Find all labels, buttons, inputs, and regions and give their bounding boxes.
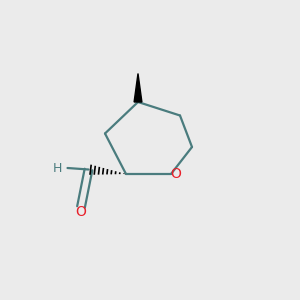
Text: O: O [76, 206, 86, 219]
Text: O: O [170, 167, 181, 181]
Polygon shape [134, 74, 142, 102]
Text: H: H [52, 161, 62, 175]
